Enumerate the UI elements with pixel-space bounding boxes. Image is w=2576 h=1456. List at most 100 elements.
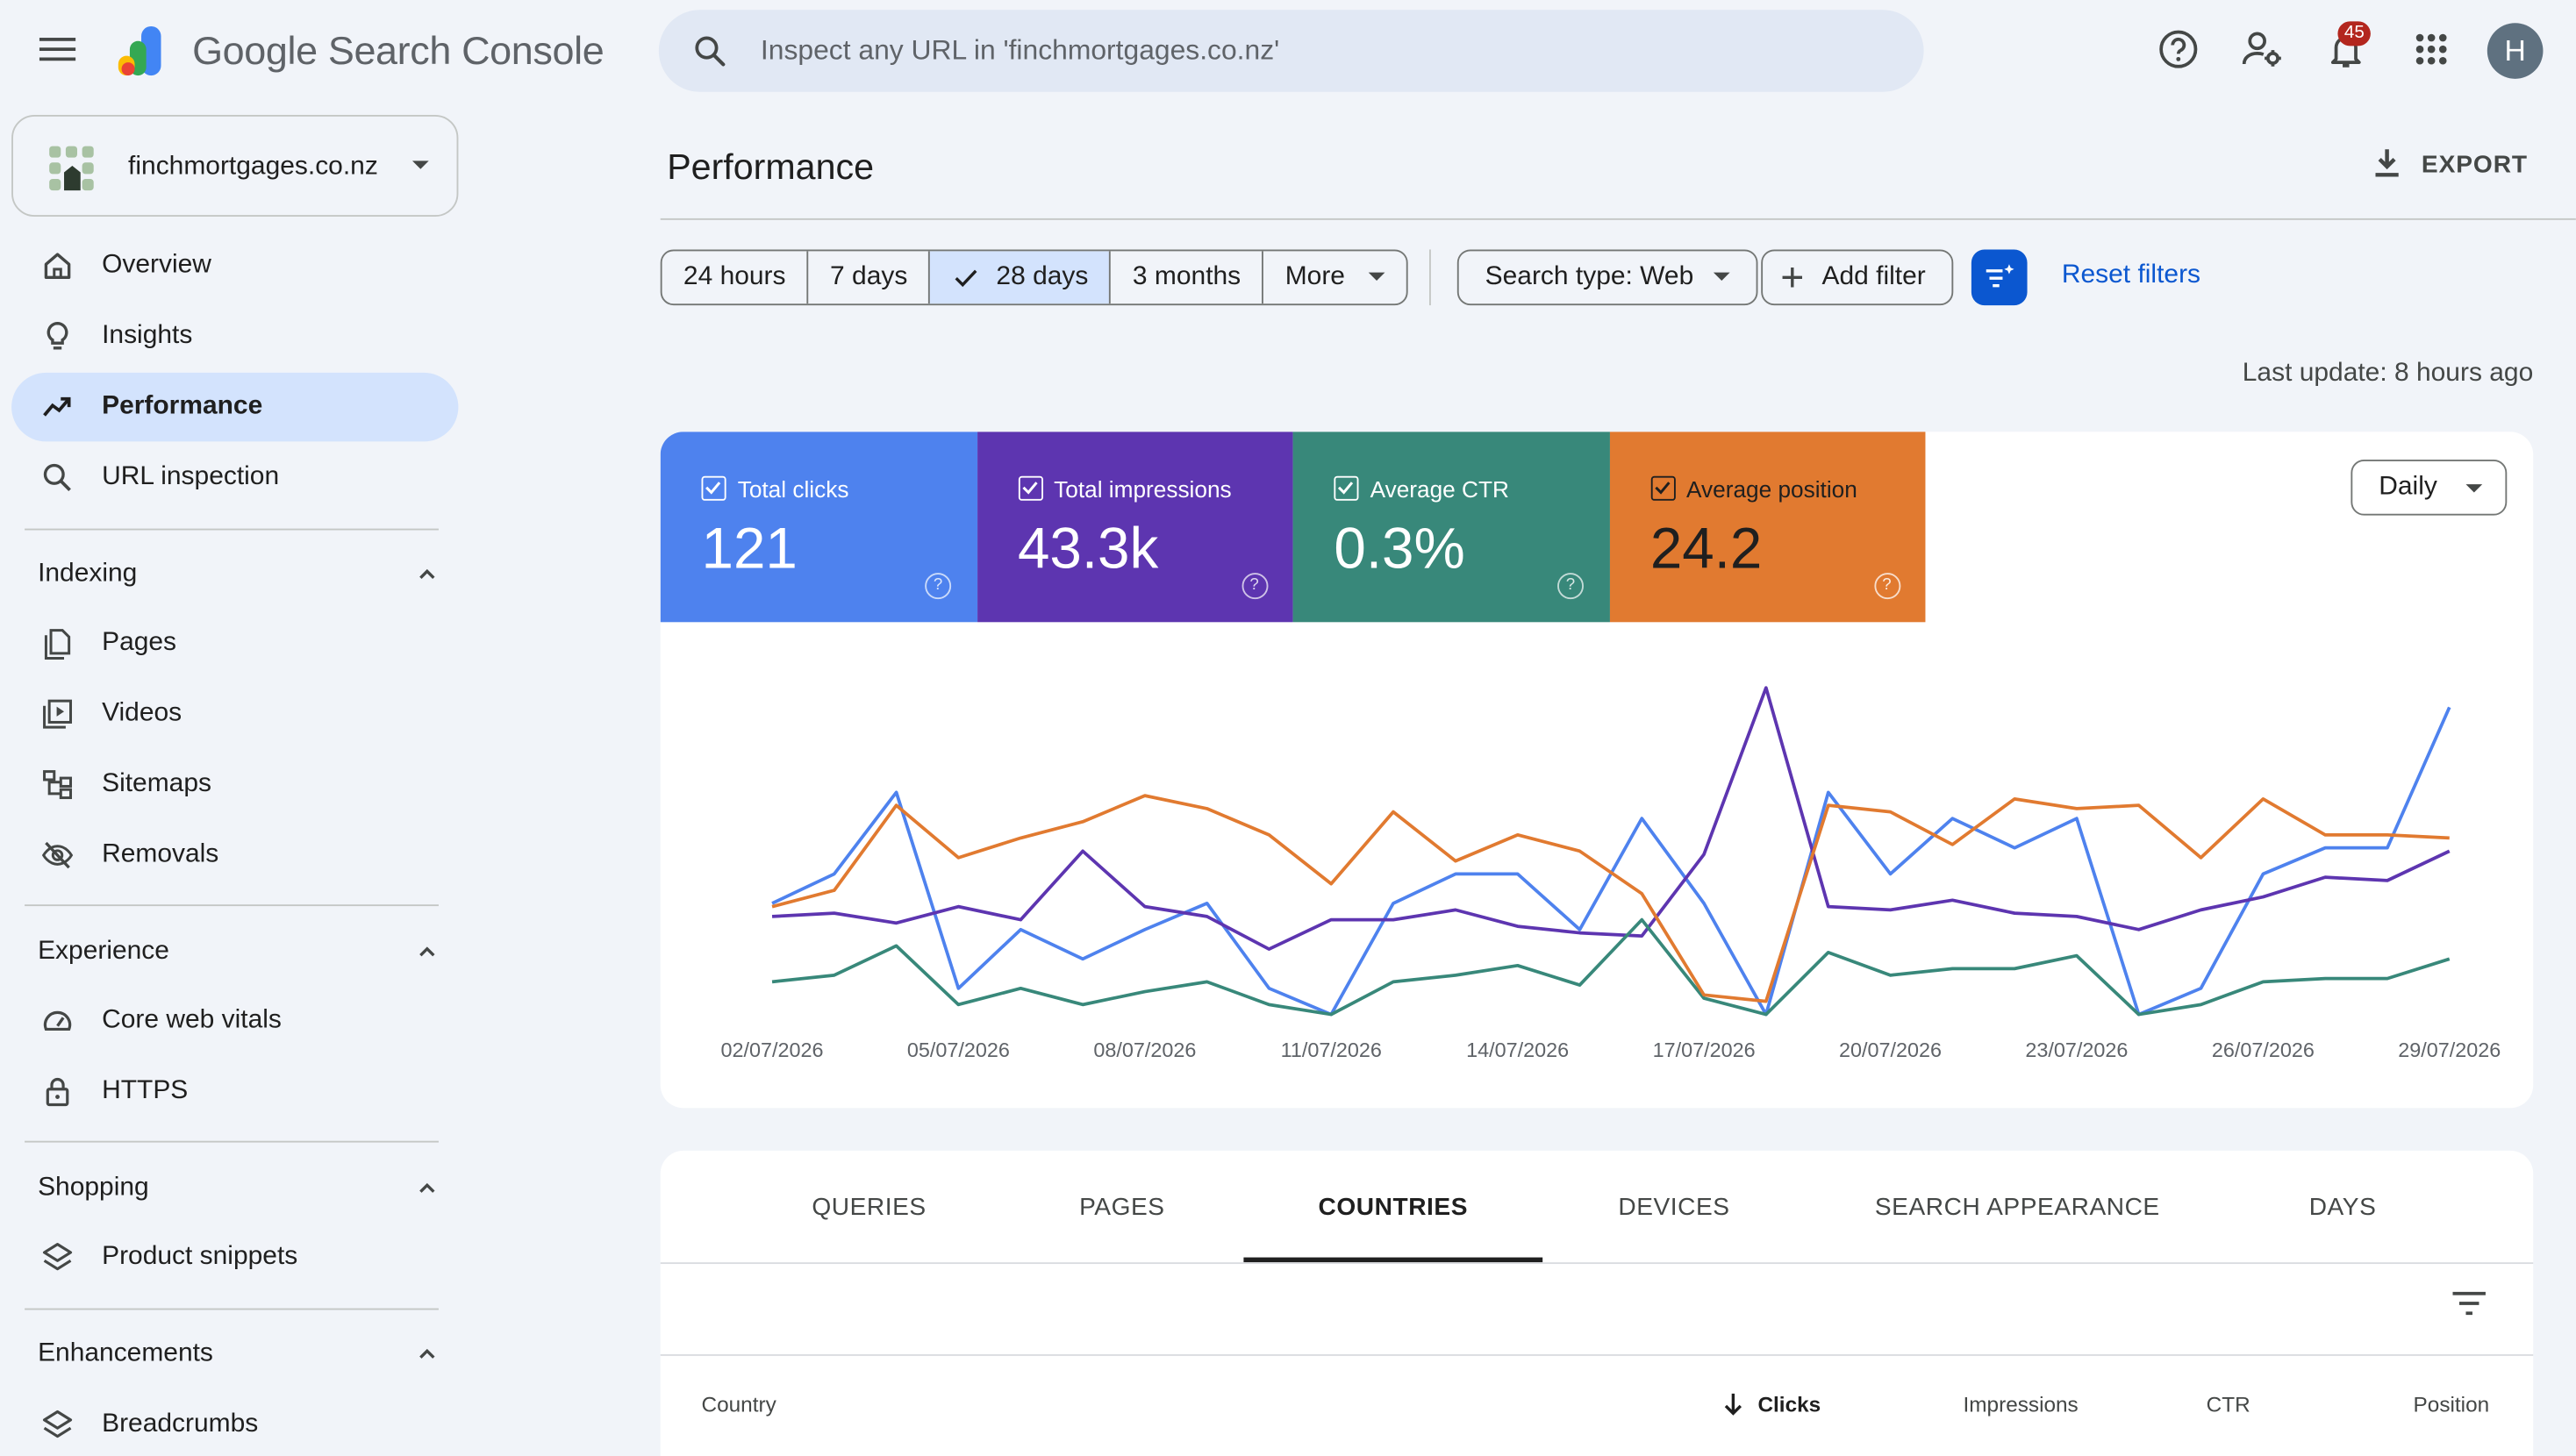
compare-filters-button[interactable] [1971,249,2028,306]
sidebar-item-label: Sitemaps [102,769,211,798]
manage-users-icon[interactable] [2239,26,2285,72]
checkbox-checked-icon[interactable] [1649,475,1675,501]
x-tick-label: 08/07/2026 [1093,1038,1196,1061]
sidebar-item-performance[interactable]: Performance [11,372,459,442]
metric-value: 0.3% [1334,517,1465,582]
x-tick-label: 23/07/2026 [2025,1038,2128,1061]
sidebar-item-videos[interactable]: Videos [11,680,458,749]
sidebar-item-sitemaps[interactable]: Sitemaps [11,750,458,819]
range-28-days[interactable]: 28 days [928,251,1110,304]
sidebar-item-breadcrumbs[interactable]: Breadcrumbs [11,1390,458,1456]
sidebar-item-product-snippets[interactable]: Product snippets [11,1223,458,1292]
main-menu-icon[interactable] [39,32,76,68]
search-type-dropdown[interactable]: Search type: Web [1456,249,1758,306]
notification-count-badge: 45 [2337,21,2372,46]
sidebar-item-url-inspection[interactable]: URL inspection [11,443,458,512]
metric-total-impressions[interactable]: Total impressions 43.3k ? [977,432,1293,623]
url-inspect-search[interactable] [658,10,1924,92]
metric-average-position[interactable]: Average position 24.2 ? [1609,432,1926,623]
series-line-0 [771,706,2451,1017]
sidebar-item-label: URL inspection [102,462,280,491]
filter-list-icon[interactable] [2451,1288,2487,1318]
sidebar-item-https[interactable]: HTTPS [11,1057,458,1126]
chevron-up-icon[interactable] [418,942,437,961]
tab-devices[interactable]: DEVICES [1618,1193,1730,1222]
chevron-down-icon [1368,273,1385,282]
search-console-logo-icon[interactable] [115,23,174,82]
export-label: EXPORT [2421,151,2529,179]
app-brand[interactable]: Google Search Console [192,29,605,75]
section-shopping-title[interactable]: Shopping [38,1174,149,1202]
tab-days[interactable]: DAYS [2308,1193,2377,1222]
reset-filters-link[interactable]: Reset filters [2061,261,2201,289]
sidebar-item-label: Insights [102,321,193,350]
help-icon[interactable]: ? [1557,573,1584,600]
sidebar-item-label: Overview [102,251,211,280]
metric-average-ctr[interactable]: Average CTR 0.3% ? [1292,432,1610,623]
chevron-down-icon [411,161,429,169]
property-selector[interactable]: finchmortgages.co.nz [11,115,459,218]
tab-countries[interactable]: COUNTRIES [1318,1193,1469,1222]
tab-queries[interactable]: QUERIES [812,1193,927,1222]
sidebar-item-removals[interactable]: Removals [11,821,458,890]
section-indexing-title[interactable]: Indexing [38,560,138,588]
series-line-2 [771,917,2451,1017]
metric-label: Average position [1686,475,1857,503]
column-header-country[interactable]: Country [701,1392,776,1417]
apps-grid-icon[interactable] [2408,26,2454,72]
granularity-dropdown[interactable]: Daily [2351,460,2508,516]
sidebar-item-core-web-vitals[interactable]: Core web vitals [11,987,458,1056]
metric-value: 121 [701,517,798,582]
x-tick-label: 14/07/2026 [1466,1038,1569,1061]
checkbox-checked-icon[interactable] [701,475,726,501]
search-icon [43,463,71,491]
sitemap-icon [43,770,73,800]
section-enhancements-title[interactable]: Enhancements [38,1339,213,1367]
granularity-label: Daily [2379,472,2437,501]
series-line-1 [771,686,2451,951]
column-header-ctr[interactable]: CTR [2206,1392,2250,1417]
filter-separator [1428,249,1431,306]
checkbox-checked-icon[interactable] [1017,475,1043,501]
layers-icon [42,1410,73,1438]
chevron-up-icon[interactable] [418,1345,437,1364]
sidebar-item-insights[interactable]: Insights [11,302,458,371]
column-header-impressions[interactable]: Impressions [1963,1392,2079,1417]
help-icon[interactable]: ? [925,573,952,600]
help-icon[interactable]: ? [1873,573,1900,600]
toolbar-divider [660,1353,2534,1356]
range-7-days[interactable]: 7 days [806,251,929,304]
chevron-down-icon [2465,484,2483,493]
sidebar-divider [25,1140,439,1143]
column-header-clicks[interactable]: Clicks [1721,1392,1821,1417]
column-header-position[interactable]: Position [2413,1392,2490,1417]
help-icon[interactable] [2156,26,2201,72]
chevron-up-icon[interactable] [418,565,437,584]
sidebar-item-overview[interactable]: Overview [11,232,458,301]
metric-value: 43.3k [1017,517,1159,582]
range-more-dropdown[interactable]: More [1262,251,1406,304]
sidebar-item-label: Core web vitals [102,1006,282,1035]
checkbox-checked-icon[interactable] [1334,475,1359,501]
range-3-months[interactable]: 3 months [1109,251,1263,304]
account-avatar[interactable]: H [2487,23,2544,79]
help-icon[interactable]: ? [1241,573,1268,600]
add-filter-button[interactable]: Add filter [1761,249,1954,306]
tab-search-appearance[interactable]: SEARCH APPEARANCE [1874,1193,2160,1222]
top-bar: Google Search Console 45 H [0,0,2576,102]
visibility-off-icon [41,841,74,869]
property-favicon-icon [49,146,94,191]
arrow-down-icon [1724,1393,1742,1416]
metric-label: Total impressions [1054,475,1232,503]
add-filter-label: Add filter [1821,262,1926,291]
range-24-hours[interactable]: 24 hours [683,262,786,291]
metric-total-clicks[interactable]: Total clicks 121 ? [660,432,977,623]
sidebar-divider [25,904,439,907]
search-input[interactable] [760,10,1878,92]
section-experience-title[interactable]: Experience [38,937,169,966]
column-label: Clicks [1757,1392,1821,1417]
tab-pages[interactable]: PAGES [1079,1193,1165,1222]
sidebar-item-pages[interactable]: Pages [11,609,458,678]
performance-chart-card: Total clicks 121 ? Total impressions 43.… [660,432,2534,1109]
chevron-up-icon[interactable] [418,1179,437,1198]
